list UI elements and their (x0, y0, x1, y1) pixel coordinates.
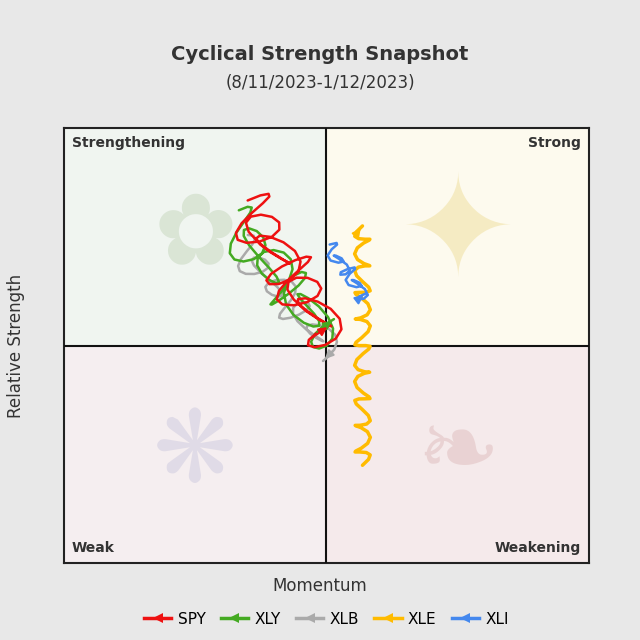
Text: ✿: ✿ (154, 188, 237, 285)
Text: Strong: Strong (528, 136, 581, 150)
Text: ❋: ❋ (154, 406, 237, 503)
Text: ❧: ❧ (416, 406, 499, 503)
Text: Relative Strength: Relative Strength (7, 273, 25, 418)
Text: Cyclical Strength Snapshot: Cyclical Strength Snapshot (172, 45, 468, 64)
Text: Momentum: Momentum (273, 577, 367, 595)
Legend: SPY, XLY, XLB, XLE, XLI: SPY, XLY, XLB, XLE, XLI (138, 605, 515, 633)
Text: (8/11/2023-1/12/2023): (8/11/2023-1/12/2023) (225, 74, 415, 92)
Text: ✦: ✦ (399, 170, 516, 304)
Text: Weak: Weak (72, 541, 115, 555)
Text: Weakening: Weakening (495, 541, 581, 555)
Text: Strengthening: Strengthening (72, 136, 185, 150)
